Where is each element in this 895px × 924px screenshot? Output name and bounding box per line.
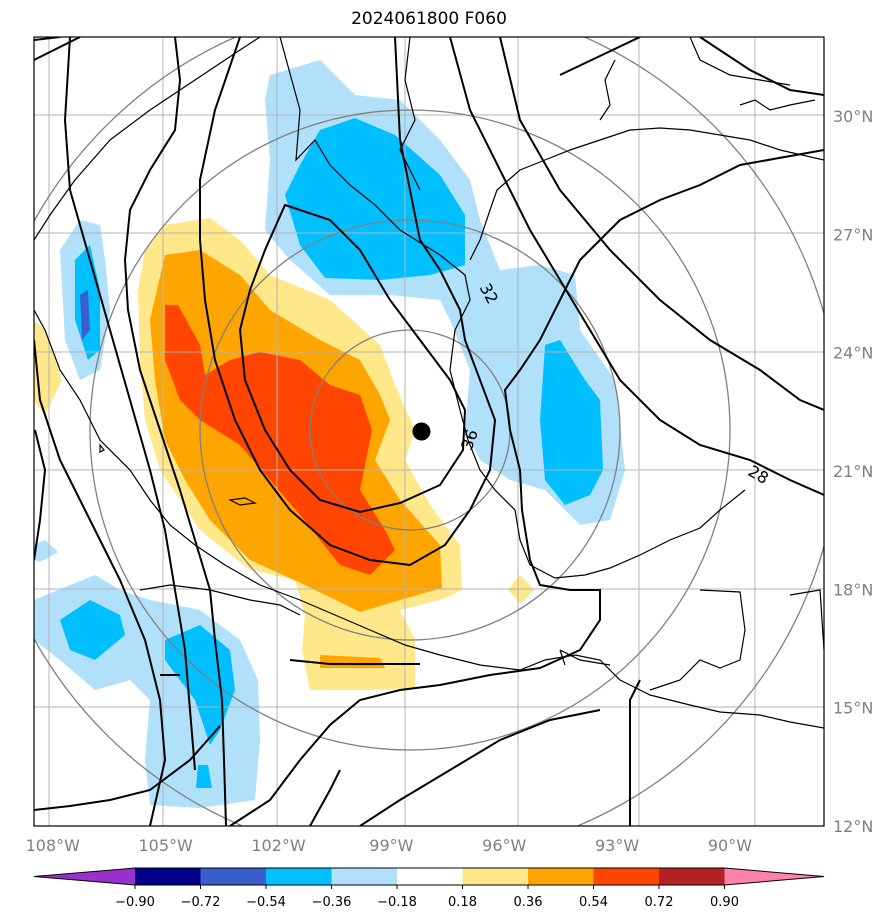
colorbar-segment: [724, 868, 824, 885]
colorbar-tick-label: 0.36: [514, 895, 543, 910]
lat-tick-label: 27°N: [833, 225, 873, 244]
contour-label-28: 28: [745, 461, 772, 488]
lat-tick-label: 12°N: [833, 817, 873, 836]
positive-anomaly-red: [165, 305, 395, 575]
colorbar-segment: [528, 868, 594, 885]
colorbar-tick-label: 0.18: [448, 895, 477, 910]
negative-anomaly-dark: [80, 290, 90, 340]
lon-tick-label: 102°W: [251, 836, 306, 855]
lon-tick-label: 99°W: [369, 836, 413, 855]
colorbar-tick-label: −0.90: [115, 895, 155, 910]
colorbar-segment: [266, 868, 332, 885]
lon-tick-label: 90°W: [708, 836, 752, 855]
colorbar-segment: [34, 868, 135, 885]
map-area: 32 36 28: [34, 37, 824, 826]
lat-tick-label: 21°N: [833, 462, 873, 481]
colorbar-segment: [135, 868, 201, 885]
colorbar-segment: [331, 868, 398, 885]
latitude-labels: 12°N 15°N 18°N 21°N 24°N 27°N 30°N: [833, 107, 873, 836]
colorbar-tick-label: 0.54: [579, 895, 608, 910]
colorbar-tick-label: 0.72: [645, 895, 674, 910]
colorbar-segment: [200, 868, 267, 885]
lat-tick-label: 30°N: [833, 107, 873, 126]
colorbar-segment: [397, 868, 463, 885]
gridlines: [34, 37, 824, 826]
colorbar-segment: [659, 868, 725, 885]
longitude-labels: 108°W 105°W 102°W 99°W 96°W 93°W 90°W: [26, 836, 753, 855]
lon-tick-label: 108°W: [26, 836, 81, 855]
height-contours: [34, 37, 824, 826]
lon-tick-label: 93°W: [595, 836, 639, 855]
colorbar-segment: [593, 868, 660, 885]
colorbar: −0.90 −0.72 −0.54 −0.36 −0.18 0.18 0.36 0.54 0.7…: [33, 867, 825, 910]
lat-tick-label: 24°N: [833, 344, 873, 363]
lon-tick-label: 96°W: [482, 836, 526, 855]
colorbar-tick-label: −0.54: [246, 895, 286, 910]
storm-center-marker: [412, 422, 431, 441]
map-frame: [33, 36, 825, 827]
colorbar-tick-label: −0.72: [181, 895, 221, 910]
lat-tick-label: 15°N: [833, 699, 873, 718]
colorbar-tick-label: −0.36: [312, 895, 352, 910]
range-rings: [34, 37, 824, 826]
lon-tick-label: 105°W: [138, 836, 193, 855]
colorbar-tick-label: 0.90: [710, 895, 739, 910]
lat-tick-label: 18°N: [833, 580, 873, 599]
colorbar-segment: [462, 868, 529, 885]
map-title: 2024061800 F060: [351, 9, 507, 29]
colorbar-tick-label: −0.18: [377, 895, 417, 910]
